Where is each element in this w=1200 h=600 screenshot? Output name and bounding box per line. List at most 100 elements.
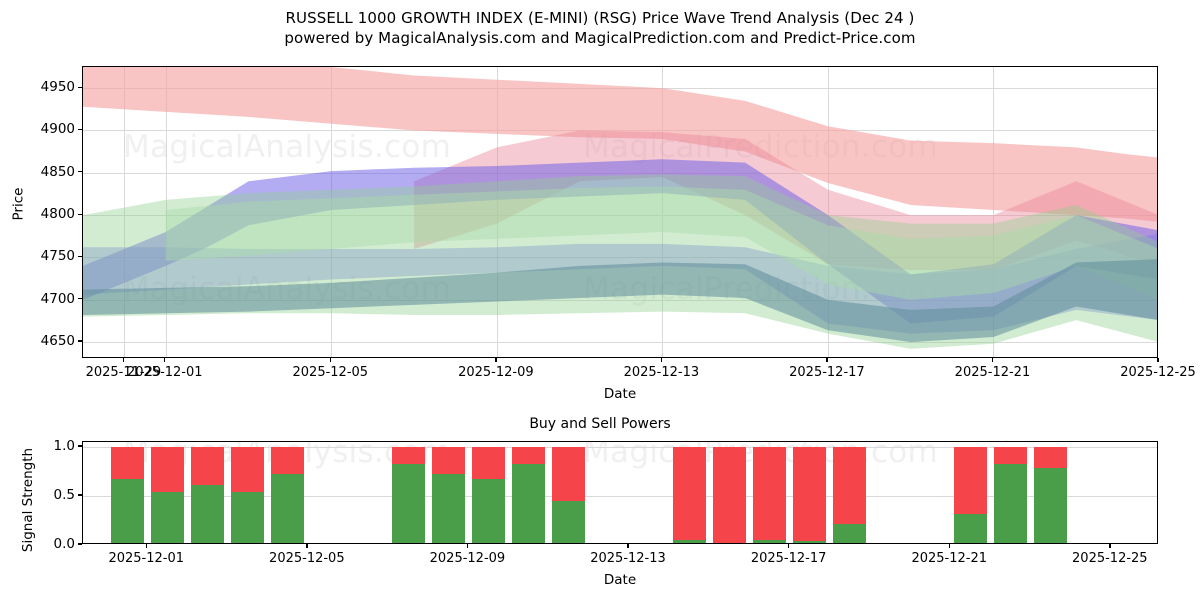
gridline (83, 215, 1157, 217)
x-tick-label: 2025-12-01 (126, 365, 203, 380)
x-tick-label: 2025-12-09 (458, 365, 534, 380)
table-row (833, 446, 867, 543)
buy-power-segment (271, 474, 305, 543)
table-row (993, 446, 1027, 543)
sell-power-segment (753, 446, 786, 541)
x-tick-mark (948, 544, 950, 548)
x-tick-label: 2025-12-05 (292, 365, 369, 380)
x-tick-mark (1157, 358, 1159, 362)
x-tick-mark (122, 358, 125, 362)
sell-power-segment (793, 446, 827, 542)
x-tick-mark (1109, 544, 1111, 548)
buy-power-segment (753, 540, 786, 543)
sell-power-segment (271, 446, 305, 475)
sell-power-segment (953, 446, 987, 514)
buy-power-segment (191, 485, 224, 543)
table-row (150, 446, 184, 543)
table-row (672, 446, 706, 543)
sell-power-segment (833, 446, 867, 525)
buy-power-segment (833, 524, 867, 543)
sell-power-segment (552, 446, 586, 501)
sell-power-segment (993, 446, 1027, 464)
powers-y-axis-label: Signal Strength (20, 447, 37, 553)
figure-title-line-2: powered by MagicalAnalysis.com and Magic… (284, 29, 916, 47)
sell-power-segment (431, 446, 465, 475)
table-row (110, 446, 144, 543)
figure-title-line-1: RUSSELL 1000 GROWTH INDEX (E-MINI) (RSG)… (285, 9, 915, 27)
table-row (712, 446, 746, 543)
table-row (231, 446, 265, 543)
x-tick-mark (660, 358, 663, 362)
y-tick-mark (78, 255, 82, 258)
band-teal-consensus-band (83, 259, 1157, 343)
price-band-series (83, 67, 1157, 349)
y-tick-label: 1.0 (53, 437, 75, 454)
y-tick-label: 4850 (40, 163, 75, 180)
y-tick-mark (78, 213, 82, 215)
table-row (753, 446, 786, 543)
buy-power-segment (150, 492, 184, 543)
buy-power-segment (953, 513, 987, 543)
band-upper-resistance-red-band (83, 67, 1157, 222)
x-tick-label: 2025-12-25 (1120, 365, 1196, 380)
buy-power-segment (391, 463, 425, 543)
sell-power-segment (472, 446, 505, 480)
y-tick-label: 4700 (40, 290, 75, 307)
y-tick-mark (78, 86, 82, 88)
gridline (83, 342, 1157, 344)
band-blue-wave-band-upper (83, 159, 1157, 324)
sell-power-segment (512, 446, 546, 464)
table-row (552, 446, 586, 543)
y-tick-mark (78, 445, 82, 447)
price-plot-area: MagicalAnalysis.comMagicalPrediction.com… (82, 66, 1158, 358)
y-tick-mark (78, 298, 82, 300)
x-tick-mark (145, 544, 147, 548)
x-tick-label: 2025-12-25 (1072, 551, 1148, 566)
figure-title: RUSSELL 1000 GROWTH INDEX (E-MINI) (RSG)… (0, 8, 1200, 48)
sell-power-segment (150, 446, 184, 492)
gridline (331, 67, 333, 357)
x-tick-mark (495, 358, 497, 362)
x-tick-label: 2025-12-05 (269, 551, 345, 566)
x-tick-mark (466, 544, 469, 548)
gridline (827, 67, 829, 357)
sell-power-segment (391, 446, 425, 464)
y-tick-mark (78, 128, 82, 131)
y-tick-mark (78, 543, 82, 545)
x-tick-label: 2025-12-17 (750, 551, 827, 566)
x-tick-label: 2025-12-17 (789, 365, 865, 380)
table-row (271, 446, 305, 543)
table-row (431, 446, 465, 543)
table-row (191, 446, 224, 543)
y-tick-label: 4900 (40, 121, 75, 138)
x-tick-label: 2025-12-21 (954, 365, 1031, 380)
x-tick-mark (788, 544, 790, 548)
gridline (83, 299, 1157, 301)
price-x-axis-label: Date (603, 386, 637, 402)
sell-power-segment (672, 446, 706, 541)
buy-power-segment (552, 500, 586, 543)
band-green-envelope-inner (165, 186, 1157, 300)
gridline (496, 67, 498, 357)
sell-power-segment (110, 446, 144, 480)
table-row (391, 446, 425, 543)
buy-sell-powers-chart: MagicalAnalysis.comMagicalPrediction.com… (54, 438, 1158, 566)
x-tick-label: 2025-12-13 (623, 365, 700, 380)
x-tick-label: 2025-12-09 (429, 551, 506, 566)
gridline (83, 495, 1157, 497)
y-tick-label: 4950 (40, 79, 75, 96)
gridline (993, 67, 995, 357)
y-tick-label: 0.5 (53, 486, 75, 503)
y-tick-mark (78, 494, 82, 496)
buy-power-segment (231, 492, 265, 543)
buy-power-segment (512, 463, 546, 543)
buy-power-segment (431, 474, 465, 543)
y-tick-label: 4750 (40, 248, 75, 265)
buy-power-segment (110, 479, 144, 543)
buy-power-segment (672, 540, 706, 543)
buy-power-segment (1034, 468, 1068, 543)
table-row (793, 446, 827, 543)
gridline (83, 446, 1157, 448)
gridline (165, 67, 167, 357)
